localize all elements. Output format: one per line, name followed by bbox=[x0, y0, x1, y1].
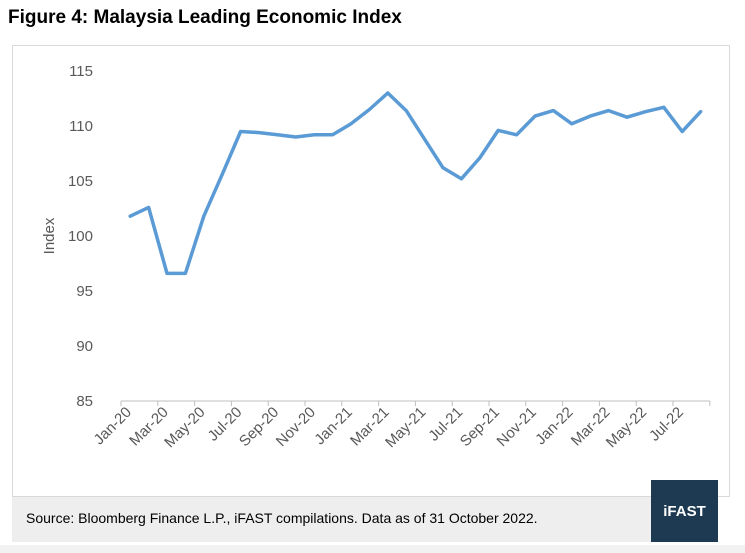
ifast-logo: iFAST bbox=[651, 480, 718, 542]
page-bottom-strip bbox=[0, 545, 745, 553]
data-point bbox=[570, 122, 574, 126]
data-point bbox=[423, 137, 427, 141]
data-point bbox=[496, 128, 500, 132]
data-point bbox=[515, 133, 519, 137]
y-axis-title: Index bbox=[41, 217, 58, 254]
data-point bbox=[699, 110, 703, 114]
x-tick-label: Sep-20 bbox=[236, 404, 282, 450]
figure-title: Figure 4: Malaysia Leading Economic Inde… bbox=[8, 7, 402, 28]
data-point bbox=[239, 130, 243, 133]
data-point bbox=[625, 115, 629, 119]
data-point bbox=[165, 271, 169, 275]
y-tick-label: 115 bbox=[69, 63, 93, 80]
line-chart: 859095100105110115IndexJan-20Mar-20May-2… bbox=[41, 63, 711, 451]
data-point bbox=[588, 114, 592, 118]
x-tick-label: Jan-22 bbox=[532, 404, 576, 448]
data-point bbox=[533, 114, 537, 118]
y-tick-label: 90 bbox=[76, 338, 93, 355]
source-bar: Source: Bloomberg Finance L.P., iFAST co… bbox=[12, 497, 652, 542]
x-tick-label: Sep-21 bbox=[457, 404, 503, 450]
x-tick-label: Jul-22 bbox=[646, 404, 687, 445]
data-point bbox=[331, 133, 335, 137]
x-tick-label: Jan-20 bbox=[91, 404, 135, 448]
x-tick-label: May-22 bbox=[603, 404, 650, 451]
x-tick-label: Jan-21 bbox=[311, 404, 355, 448]
y-tick-label: 100 bbox=[68, 228, 93, 245]
data-point bbox=[478, 156, 482, 160]
data-point bbox=[607, 109, 611, 113]
y-tick-label: 95 bbox=[76, 283, 93, 300]
x-tick-label: Nov-21 bbox=[494, 404, 540, 450]
data-point bbox=[202, 214, 206, 218]
data-point bbox=[386, 91, 390, 95]
data-point bbox=[257, 131, 261, 135]
x-tick-label: Nov-20 bbox=[273, 404, 319, 450]
data-point bbox=[128, 214, 132, 218]
logo-text: iFAST bbox=[663, 502, 706, 520]
data-point bbox=[404, 109, 408, 113]
x-tick-label: May-20 bbox=[161, 404, 208, 451]
data-point bbox=[275, 133, 279, 137]
data-point bbox=[147, 205, 151, 209]
data-point bbox=[643, 110, 647, 114]
data-point bbox=[367, 108, 371, 111]
chart-area: 85 90 95 100 105 110 115 Index Jan-20 Mar-20 May-2… bbox=[12, 45, 730, 497]
y-tick-label: 105 bbox=[68, 173, 93, 190]
data-point bbox=[459, 177, 463, 181]
y-tick-label: 85 bbox=[76, 393, 93, 410]
data-point bbox=[349, 122, 353, 126]
data-point bbox=[312, 133, 316, 137]
data-point bbox=[183, 271, 187, 275]
data-point bbox=[441, 166, 445, 170]
data-point bbox=[294, 135, 298, 139]
data-point bbox=[680, 130, 684, 133]
y-tick-label: 110 bbox=[69, 118, 93, 135]
data-point bbox=[551, 109, 555, 113]
series-line bbox=[128, 91, 703, 276]
data-point bbox=[220, 172, 224, 176]
data-point bbox=[662, 105, 666, 109]
source-note: Source: Bloomberg Finance L.P., iFAST co… bbox=[26, 510, 538, 526]
x-tick-label: May-21 bbox=[382, 404, 429, 451]
